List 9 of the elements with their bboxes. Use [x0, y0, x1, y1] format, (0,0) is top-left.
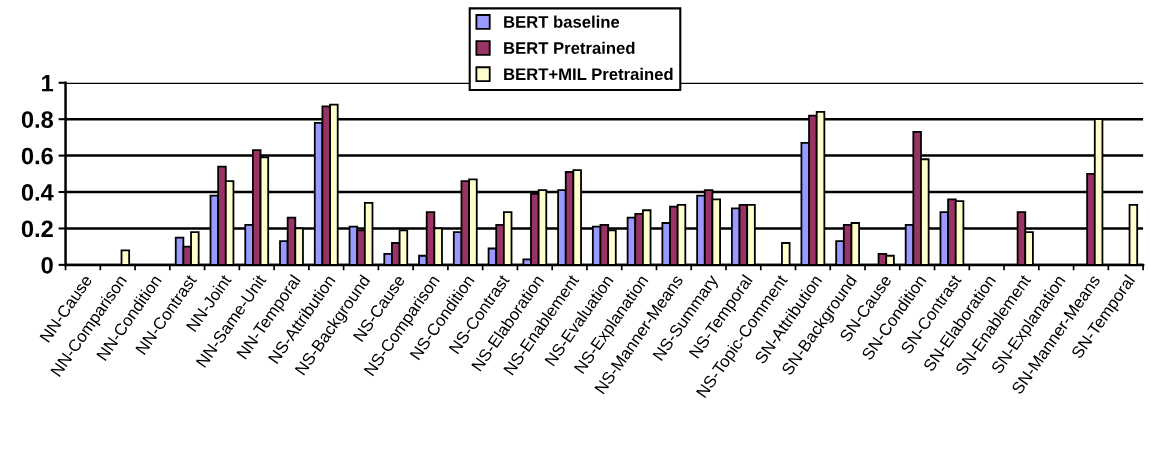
- legend-label: BERT baseline: [504, 15, 620, 28]
- legend-label: BERT Pretrained: [504, 41, 635, 54]
- y-tick-label: 0.8: [21, 111, 54, 128]
- legend-label: BERT+MIL Pretrained: [504, 67, 673, 81]
- y-tick-label: 0: [41, 256, 53, 274]
- y-tick-label: 1: [42, 75, 54, 92]
- y-tick-label: 0.4: [21, 184, 54, 201]
- y-tick-label: 0.6: [21, 147, 53, 165]
- y-tick-label: 0.2: [21, 220, 53, 238]
